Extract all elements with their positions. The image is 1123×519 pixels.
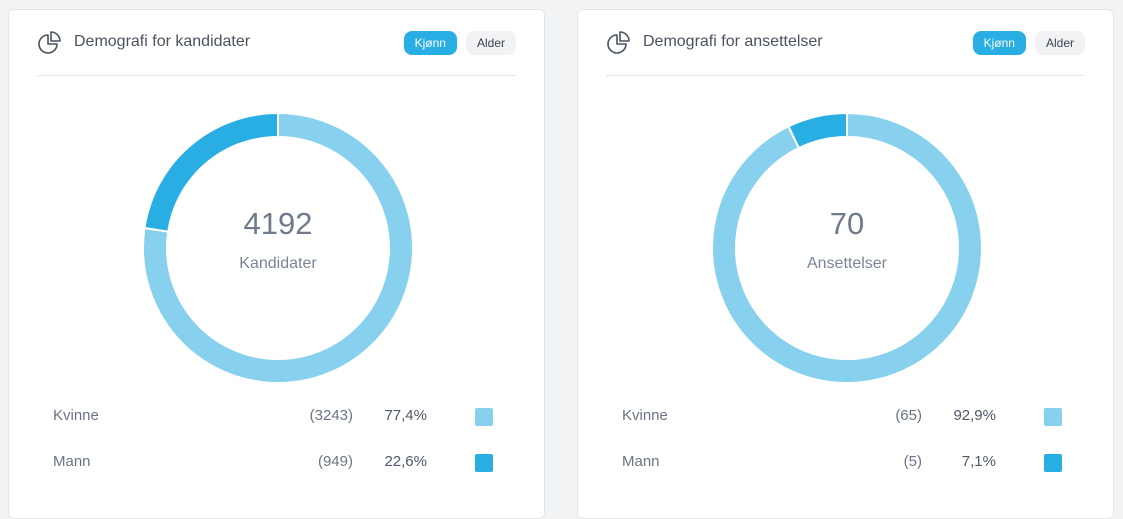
legend-swatch [475,408,493,426]
center-total-label: Ansettelser [806,255,888,272]
demographics-card-candidates: Demografi for kandidater Kjønn Alder 419… [8,9,545,519]
legend-swatch [1044,408,1062,426]
legend-count: (65) [895,407,922,424]
legend-label: Kvinne [53,407,99,424]
card-title: Demografi for ansettelser [643,33,823,50]
legend-count: (949) [317,453,353,470]
tab-kjonn[interactable]: Kjønn [972,31,1026,55]
legend-item-kvinne: Kvinne (3243) 77,4% [53,405,493,429]
pie-chart-icon [607,31,630,54]
legend-percent: 7,1% [961,453,996,470]
donut-slice-mann[interactable] [143,112,279,233]
legend-percent: 77,4% [384,407,427,424]
donut-slice-mann[interactable] [787,112,848,150]
donut-chart [711,112,983,384]
legend-count: (3243) [309,407,353,424]
legend-percent: 22,6% [384,453,427,470]
legend-swatch [1044,454,1062,472]
tab-group: Kjønn Alder [403,31,516,55]
legend-label: Mann [53,453,91,470]
donut-slice-kvinne[interactable] [711,112,983,384]
legend-swatch [475,454,493,472]
card-title: Demografi for kandidater [74,33,251,50]
donut-slice-kvinne[interactable] [142,112,414,384]
legend-item-mann: Mann (949) 22,6% [53,451,493,475]
tab-alder[interactable]: Alder [1034,31,1085,55]
tab-group: Kjønn Alder [972,31,1085,55]
center-total-label: Kandidater [239,255,317,272]
card-header: Demografi for kandidater Kjønn Alder [37,10,516,76]
center-total-value: 70 [829,206,865,241]
donut-chart [142,112,414,384]
legend-percent: 92,9% [953,407,996,424]
legend-label: Kvinne [622,407,668,424]
demographics-card-hires: Demografi for ansettelser Kjønn Alder 70… [577,9,1114,519]
pie-chart-icon [38,31,61,54]
legend-item-kvinne: Kvinne (65) 92,9% [622,405,1062,429]
center-total-value: 4192 [243,206,313,241]
legend-label: Mann [622,453,660,470]
tab-kjonn[interactable]: Kjønn [403,31,457,55]
card-header: Demografi for ansettelser Kjønn Alder [606,10,1085,76]
legend-item-mann: Mann (5) 7,1% [622,451,1062,475]
tab-alder[interactable]: Alder [465,31,516,55]
legend-count: (5) [903,453,922,470]
